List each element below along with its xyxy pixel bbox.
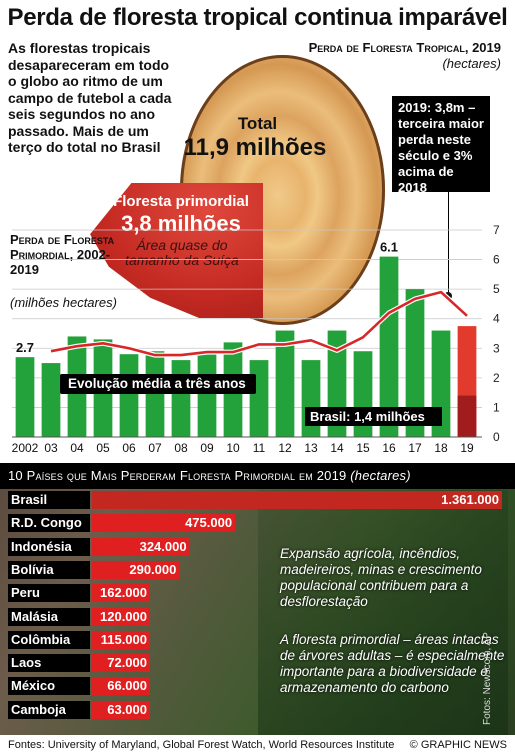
y-tick-label: 0	[493, 430, 500, 444]
country-label: Brasil	[8, 491, 90, 509]
y-tick-label: 5	[493, 282, 500, 296]
y-tick-label: 7	[493, 225, 500, 237]
x-tick-label: 15	[356, 441, 370, 455]
bar	[249, 360, 269, 437]
tropical-loss-unit: (hectares)	[442, 56, 501, 71]
x-tick-label: 07	[148, 441, 162, 455]
callout-leader-line	[448, 192, 450, 296]
bar	[379, 256, 399, 437]
country-label: Indonésia	[8, 537, 90, 556]
tropical-loss-title: Perda de Floresta Tropical, 2019	[308, 40, 501, 55]
x-tick-label: 12	[278, 441, 292, 455]
x-tick-label: 16	[382, 441, 396, 455]
x-tick-label: 05	[96, 441, 110, 455]
countries-unit: (hectares)	[350, 468, 411, 483]
country-label: México	[8, 677, 90, 696]
photo-credit: Fotos: Newscom, AP	[482, 632, 493, 725]
country-label: Malásia	[8, 607, 90, 626]
average-line	[50, 290, 468, 357]
x-tick-label: 17	[408, 441, 422, 455]
countries-header: 10 Países que Mais Perderam Floresta Pri…	[0, 463, 515, 489]
x-tick-label: 04	[70, 441, 84, 455]
bar	[145, 351, 165, 437]
bar	[15, 357, 35, 437]
country-bar: 1.361.000	[92, 491, 502, 509]
footer: Fontes: University of Maryland, Global F…	[0, 735, 515, 755]
bar	[197, 354, 217, 437]
x-tick-label: 14	[330, 441, 344, 455]
country-bar: 290.000	[92, 560, 180, 579]
country-bar: 66.000	[92, 677, 150, 696]
sources: Fontes: University of Maryland, Global F…	[8, 739, 395, 751]
y-tick-label: 2	[493, 371, 500, 385]
brasil-bar-segment	[457, 395, 477, 437]
deforestation-causes-note: Expansão agrícola, incêndios, madeireiro…	[280, 546, 482, 609]
total-value: 11,9 milhões	[183, 134, 327, 161]
intro-text: As florestas tropicais desapareceram em …	[8, 40, 172, 155]
countries-header-text: 10 Países que Mais Perderam Floresta Pri…	[8, 468, 347, 483]
x-tick-label: 2002	[12, 441, 39, 455]
callout-2019: 2019: 3,8m – terceira maior perda neste …	[392, 96, 490, 195]
x-tick-label: 06	[122, 441, 136, 455]
x-tick-label: 09	[200, 441, 214, 455]
moving-average-label: Evolução média a três anos	[60, 374, 256, 394]
country-label: Peru	[8, 584, 90, 603]
x-tick-label: 18	[434, 441, 448, 455]
country-bar: 120.000	[92, 607, 150, 626]
primary-forest-definition-note: A floresta primordial – áreas intactas d…	[280, 632, 505, 695]
primary-forest-value: 3,8 milhões	[121, 211, 241, 236]
country-label: Bolívia	[8, 560, 90, 579]
data-label: 2.7	[16, 340, 34, 355]
bar	[119, 354, 139, 437]
page-title: Perda de floresta tropical continua impa…	[7, 4, 508, 31]
chart-unit: (milhões hectares)	[10, 295, 117, 310]
x-tick-label: 11	[253, 441, 266, 455]
x-tick-label: 13	[304, 441, 318, 455]
chart-title: Perda de Floresta Primordial, 2002-2019	[10, 232, 115, 277]
total-label: Total	[237, 114, 278, 133]
forest-canopy-photo	[258, 490, 508, 735]
y-tick-label: 4	[493, 312, 500, 326]
country-bar: 324.000	[92, 537, 190, 556]
primary-forest-note: Área quase do tamanho da Suíça	[125, 237, 239, 268]
y-tick-label: 3	[493, 341, 500, 355]
y-tick-label: 6	[493, 253, 500, 267]
bar	[171, 360, 191, 437]
country-label: R.D. Congo	[8, 514, 90, 533]
primary-forest-label: Floresta primordial	[113, 193, 249, 210]
copyright: © GRAPHIC NEWS	[409, 739, 507, 751]
country-label: Laos	[8, 654, 90, 673]
country-bar: 475.000	[92, 514, 236, 533]
country-bar: 115.000	[92, 630, 150, 649]
data-label: 6.1	[380, 240, 398, 255]
country-bar: 63.000	[92, 700, 150, 719]
x-tick-label: 08	[174, 441, 188, 455]
x-tick-label: 19	[460, 441, 474, 455]
country-label: Colômbia	[8, 630, 90, 649]
y-tick-label: 1	[493, 400, 500, 414]
country-bar: 72.000	[92, 654, 150, 673]
brasil-label: Brasil: 1,4 milhões	[305, 407, 442, 426]
x-tick-label: 03	[44, 441, 58, 455]
bar	[405, 289, 425, 437]
country-bar: 162.000	[92, 584, 150, 603]
country-label: Camboja	[8, 700, 90, 719]
x-tick-label: 10	[226, 441, 240, 455]
bar	[275, 330, 295, 437]
bar	[41, 363, 61, 437]
